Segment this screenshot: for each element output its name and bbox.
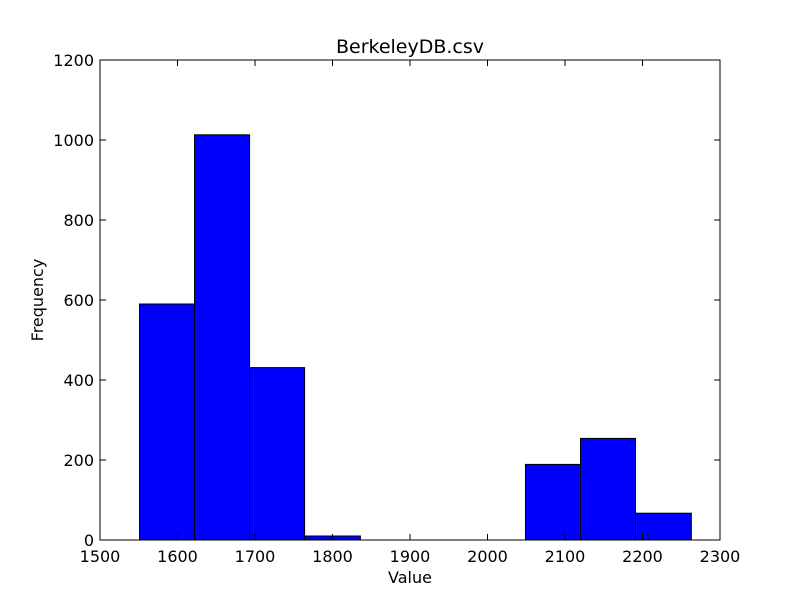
y-tick-label: 800 — [63, 211, 94, 230]
axis-ticks: 1500 1600 1700 1800 1900 2000 2100 2200 2300 0 200… — [53, 51, 740, 566]
y-tick-label: 200 — [63, 451, 94, 470]
histogram-bar — [139, 303, 196, 541]
y-tick-label: 1000 — [53, 131, 94, 150]
x-tick-label: 2300 — [700, 547, 741, 566]
chart-title: BerkeleyDB.csv — [336, 36, 484, 58]
x-tick-label: 1500 — [80, 547, 121, 566]
x-tick-label: 2200 — [622, 547, 663, 566]
y-tick-label: 0 — [84, 531, 94, 550]
x-tick-label: 1600 — [157, 547, 198, 566]
x-tick-label: 1700 — [235, 547, 276, 566]
y-tick-label: 400 — [63, 371, 94, 390]
x-tick-label: 1800 — [312, 547, 353, 566]
histogram-bar — [249, 367, 306, 541]
y-tick-label: 600 — [63, 291, 94, 310]
histogram-bar — [524, 463, 581, 541]
x-tick-label: 1900 — [390, 547, 431, 566]
histogram-bars — [139, 134, 692, 541]
y-axis-label: Frequency — [28, 259, 47, 342]
x-tick-label: 2000 — [467, 547, 508, 566]
x-axis-label: Value — [388, 568, 432, 587]
histogram-bar — [635, 512, 692, 541]
x-tick-label: 2100 — [545, 547, 586, 566]
histogram-bar — [580, 437, 637, 541]
histogram-bar — [194, 134, 251, 541]
y-tick-label: 1200 — [53, 51, 94, 70]
